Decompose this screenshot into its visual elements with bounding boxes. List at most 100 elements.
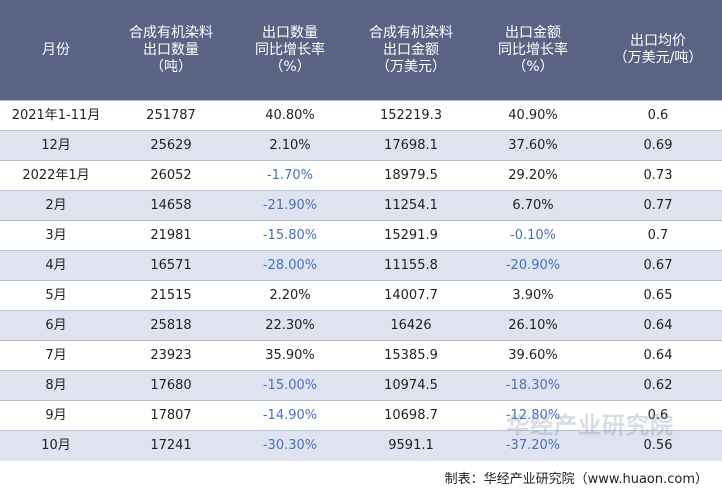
cell-month: 3月	[45, 228, 67, 243]
header-month: 月份	[0, 0, 112, 100]
cell-export-value: 16426	[390, 318, 432, 333]
cell-export-qty: 251787	[146, 108, 196, 123]
cell-export-qty: 25818	[150, 318, 192, 333]
cell-export-value: 14007.7	[384, 288, 438, 303]
header-line: （吨）	[150, 58, 192, 75]
watermark: 华经产业研究院	[506, 413, 674, 439]
header-line: 同比增长率	[498, 41, 568, 58]
cell-month: 5月	[45, 288, 67, 303]
header-line: （%）	[269, 58, 311, 75]
table-header: 月份 合成有机染料 出口数量 （吨） 出口数量 同比增长率 （%） 合成有机染料 出口金额 （万美…	[0, 0, 722, 100]
cell-avg-price: 0.6	[647, 408, 669, 423]
cell-value-yoy: -12.80%	[505, 408, 561, 423]
header-line: 同比增长率	[255, 41, 325, 58]
cell-export-qty: 17807	[150, 408, 192, 423]
cell-avg-price: 0.64	[643, 318, 673, 333]
cell-month: 6月	[45, 318, 67, 333]
header-line: 出口数量	[262, 24, 318, 41]
header-qty-yoy: 出口数量 同比增长率 （%）	[230, 0, 350, 100]
header-line: （万美元）	[376, 58, 446, 75]
header-line: 月份	[42, 41, 70, 58]
header-avg-price: 出口均价 （万美元/吨）	[594, 0, 722, 100]
cell-value-yoy: -0.10%	[510, 228, 556, 243]
cell-export-value: 10698.7	[384, 408, 438, 423]
cell-value-yoy: -20.90%	[505, 258, 561, 273]
table-row: 10月 17241 -30.30% 9591.1 -37.20% 0.56	[0, 430, 722, 461]
cell-qty-yoy: -1.70%	[267, 168, 313, 183]
cell-value-yoy: 37.60%	[508, 138, 558, 153]
cell-value-yoy: -18.30%	[505, 378, 561, 393]
table-row: 2021年1-11月 251787 40.80% 152219.3 40.90% 0.6	[0, 100, 722, 131]
cell-qty-yoy: 35.90%	[265, 348, 315, 363]
cell-avg-price: 0.67	[643, 258, 673, 273]
header-line: 出口金额	[505, 24, 561, 41]
table-row: 6月 25818 22.30% 16426 26.10% 0.64	[0, 310, 722, 341]
cell-export-qty: 16571	[150, 258, 192, 273]
cell-value-yoy: 39.60%	[508, 348, 558, 363]
cell-avg-price: 0.65	[643, 288, 673, 303]
cell-month: 2月	[45, 198, 67, 213]
cell-avg-price: 0.7	[647, 228, 669, 243]
cell-qty-yoy: 40.80%	[265, 108, 315, 123]
cell-month: 2021年1-11月	[11, 108, 101, 123]
cell-export-qty: 23923	[150, 348, 192, 363]
table-row: 7月 23923 35.90% 15385.9 39.60% 0.64	[0, 340, 722, 371]
cell-qty-yoy: 22.30%	[265, 318, 315, 333]
cell-export-qty: 14658	[150, 198, 192, 213]
header-export-value: 合成有机染料 出口金额 （万美元）	[350, 0, 472, 100]
cell-export-qty: 25629	[150, 138, 192, 153]
cell-qty-yoy: -14.90%	[262, 408, 318, 423]
header-line: 合成有机染料	[369, 24, 453, 41]
cell-value-yoy: 6.70%	[512, 198, 554, 213]
cell-value-yoy: -37.20%	[505, 438, 561, 453]
table-row: 5月 21515 2.20% 14007.7 3.90% 0.65	[0, 280, 722, 311]
cell-avg-price: 0.69	[643, 138, 673, 153]
header-export-qty: 合成有机染料 出口数量 （吨）	[112, 0, 230, 100]
cell-export-qty: 17241	[150, 438, 192, 453]
cell-value-yoy: 29.20%	[508, 168, 558, 183]
cell-avg-price: 0.6	[647, 108, 669, 123]
header-line: （万美元/吨）	[613, 50, 703, 66]
cell-value-yoy: 40.90%	[508, 108, 558, 123]
cell-month: 10月	[41, 438, 71, 453]
cell-export-value: 11254.1	[384, 198, 438, 213]
cell-qty-yoy: -30.30%	[262, 438, 318, 453]
header-line: 合成有机染料	[129, 24, 213, 41]
cell-month: 7月	[45, 348, 67, 363]
cell-export-qty: 17680	[150, 378, 192, 393]
table-row: 2022年1月 26052 -1.70% 18979.5 29.20% 0.73	[0, 160, 722, 191]
header-line: （%）	[512, 58, 554, 75]
header-line: 出口金额	[383, 41, 439, 58]
header-line: 出口数量	[143, 41, 199, 58]
cell-qty-yoy: -28.00%	[262, 258, 318, 273]
header-line: 出口均价	[630, 33, 686, 49]
cell-export-value: 9591.1	[388, 438, 434, 453]
cell-export-value: 15291.9	[384, 228, 438, 243]
cell-month: 12月	[41, 138, 71, 153]
cell-qty-yoy: -21.90%	[262, 198, 318, 213]
cell-avg-price: 0.62	[643, 378, 673, 393]
cell-export-value: 18979.5	[384, 168, 438, 183]
cell-value-yoy: 26.10%	[508, 318, 558, 333]
cell-qty-yoy: -15.80%	[262, 228, 318, 243]
cell-month: 4月	[45, 258, 67, 273]
header-value-yoy: 出口金额 同比增长率 （%）	[472, 0, 594, 100]
table-row: 12月 25629 2.10% 17698.1 37.60% 0.69	[0, 130, 722, 161]
table-row: 2月 14658 -21.90% 11254.1 6.70% 0.77	[0, 190, 722, 221]
cell-export-value: 15385.9	[384, 348, 438, 363]
cell-qty-yoy: 2.20%	[269, 288, 311, 303]
cell-export-value: 17698.1	[384, 138, 438, 153]
cell-month: 9月	[45, 408, 67, 423]
cell-value-yoy: 3.90%	[512, 288, 554, 303]
cell-avg-price: 0.56	[643, 438, 673, 453]
cell-month: 8月	[45, 378, 67, 393]
cell-qty-yoy: -15.00%	[262, 378, 318, 393]
cell-avg-price: 0.64	[643, 348, 673, 363]
cell-export-qty: 21515	[150, 288, 192, 303]
table-row: 4月 16571 -28.00% 11155.8 -20.90% 0.67	[0, 250, 722, 281]
cell-export-qty: 26052	[150, 168, 192, 183]
cell-avg-price: 0.73	[643, 168, 673, 183]
cell-export-value: 11155.8	[384, 258, 438, 273]
cell-month: 2022年1月	[22, 168, 90, 183]
cell-export-qty: 21981	[150, 228, 192, 243]
